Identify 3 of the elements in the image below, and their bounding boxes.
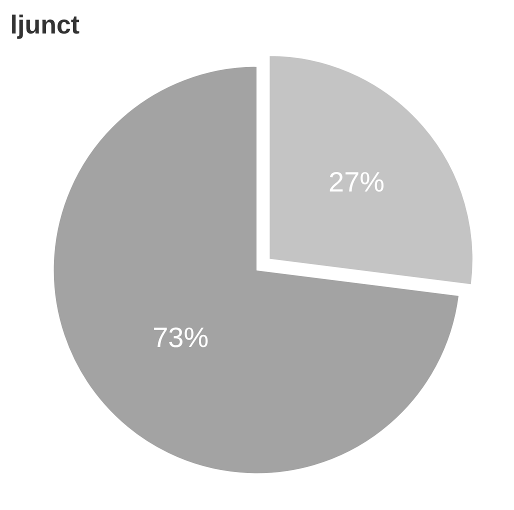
data-label: 27% [328,166,385,198]
data-label: 73% [152,322,209,353]
chart-title: ljunct [10,10,80,40]
